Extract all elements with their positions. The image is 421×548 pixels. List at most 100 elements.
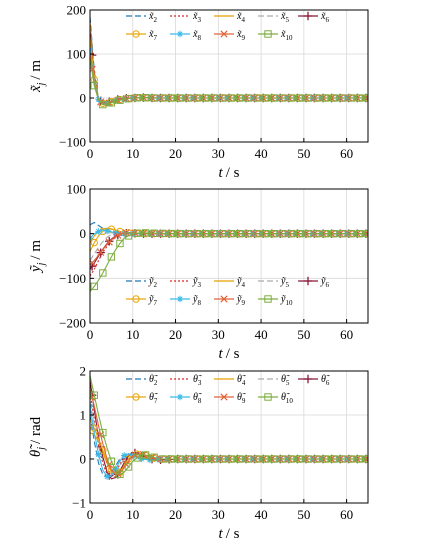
legend: x̃2 x̃3 x̃4 x̃5 x̃6 x̃7 x̃8 x̃9 x̃10 [126,11,329,42]
y-tick-label: 0 [80,226,87,241]
legend-label: θ̃6 [321,374,330,387]
data-point-10 [90,81,98,90]
data-point-10 [159,229,167,238]
series-markers-8 [90,403,367,480]
x-tick-label: 50 [297,146,310,161]
data-point-7 [90,238,98,247]
x-tick-label: 30 [212,507,225,522]
data-point-10 [176,94,184,102]
plot-frame [89,188,369,324]
legend-label: θ̃9 [237,392,246,405]
data-point-10 [201,455,210,463]
data-point-10 [90,282,98,291]
data-point-10 [107,457,116,465]
data-point-10 [355,455,364,463]
legend-label: x̃4 [236,11,245,24]
legend-label: x̃9 [236,29,245,42]
data-point-10 [312,455,321,463]
legend-marker [176,393,184,401]
legend-item-8: ỹ8 [170,294,201,307]
legend-label: x̃3 [192,11,201,24]
legend-marker [132,393,140,401]
x-axis-label: t / s [219,346,240,362]
data-point-10 [141,94,150,102]
data-point-10 [150,94,158,102]
legend-label: ỹ8 [192,294,201,307]
y-tick-label: −100 [59,135,86,150]
data-point-6 [105,237,114,246]
data-point-8 [121,230,128,237]
y-tick-label: 1 [80,408,87,423]
data-point-8 [103,473,111,480]
data-point-7 [99,446,107,454]
data-point-10 [321,455,329,463]
data-point-10 [253,94,261,102]
legend-label: x̃2 [148,11,157,24]
legend-item-2: x̃2 [126,11,157,24]
data-point-10 [99,269,107,277]
legend-label: x̃10 [280,29,293,42]
legend-label: θ̃8 [193,392,202,405]
legend-label: θ̃10 [281,392,293,405]
series-line-6 [90,31,368,104]
legend-label: θ̃3 [193,374,202,387]
data-point-10 [287,229,295,238]
x-tick-label: 20 [169,327,182,342]
legend-item-7: θ̃7 [126,392,158,405]
series-group [90,375,368,480]
y-tick-label: 100 [67,47,87,62]
data-point-10 [159,455,167,463]
data-point-10 [244,229,252,238]
series-line-4 [90,23,368,105]
legend-label: ỹ9 [236,294,245,307]
y-tick-label: 100 [67,182,87,197]
data-point-10 [116,96,124,104]
data-point-10 [184,455,193,463]
data-point-10 [347,455,355,463]
legend-label: ỹ10 [280,294,293,307]
x-tick-label: 20 [169,507,182,522]
legend-label: ỹ5 [280,276,289,289]
data-point-10 [167,455,175,463]
data-point-10 [312,229,321,238]
data-point-10 [304,229,312,238]
data-point-10 [159,94,167,102]
data-point-10 [321,229,329,238]
legend-item-5: θ̃5 [258,374,290,387]
data-point-10 [107,253,116,261]
legend-marker [264,393,272,401]
data-point-9 [114,231,122,239]
legend-marker [176,30,184,38]
legend-marker [220,295,228,303]
data-point-10 [201,229,210,238]
data-point-10 [287,94,295,102]
x-tick-label: 30 [212,146,225,161]
legend-item-6: x̃6 [298,11,329,24]
data-point-10 [133,229,141,237]
legend-label: θ̃5 [281,374,290,387]
legend-label: x̃6 [320,11,329,24]
data-point-10 [116,239,124,248]
x-tick-label: 60 [340,507,353,522]
data-point-10 [107,99,116,107]
x-tick-label: 20 [169,146,182,161]
legend-item-4: ỹ4 [214,276,245,289]
legend-label: ỹ3 [192,276,201,289]
data-point-10 [278,455,287,463]
legend-label: ỹ2 [148,276,157,289]
data-point-10 [116,470,124,479]
x-tick-label: 30 [212,327,225,342]
legend-label: x̃5 [280,11,289,24]
data-point-10 [218,455,227,463]
plot-frame [89,370,369,504]
legend-item-2: ỹ2 [126,276,157,289]
data-point-10 [176,229,184,238]
data-point-10 [184,229,193,238]
y-tick-label: 200 [67,3,87,18]
data-point-10 [321,94,329,102]
x-tick-label: 10 [126,146,139,161]
plot-frame [89,9,369,143]
legend-item-10: θ̃10 [258,392,293,405]
x-tick-label: 60 [340,146,353,161]
data-point-10 [330,229,338,238]
